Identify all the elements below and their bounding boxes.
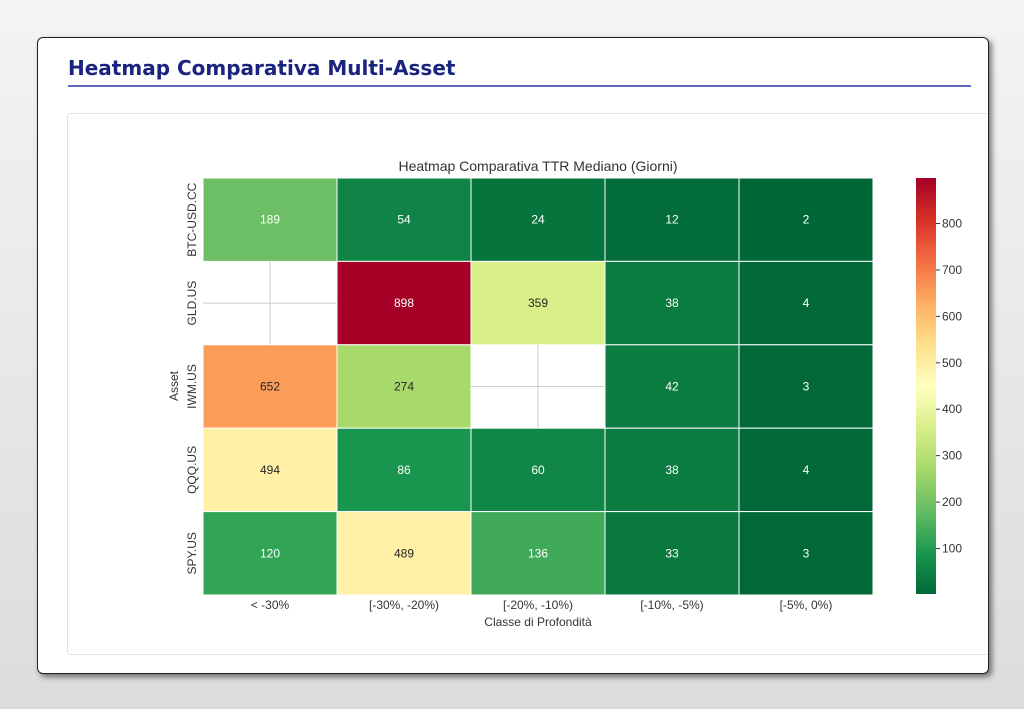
cell-label: 189 (260, 213, 280, 227)
colorbar-tick-label: 100 (942, 542, 962, 556)
y-tick-label: GLD.US (185, 281, 199, 326)
heatmap-cell (336, 344, 472, 429)
cell-label: 2 (803, 213, 810, 227)
heatmap-cell (738, 427, 874, 513)
x-tick-label: [-20%, -10%) (503, 598, 573, 612)
y-tick-label: IWM.US (185, 364, 199, 409)
y-tick-label: SPY.US (185, 532, 199, 574)
x-axis-label: Classe di Profondità (484, 615, 592, 629)
heatmap-cell (470, 177, 606, 262)
cell-label: 24 (531, 213, 545, 227)
colorbar (916, 178, 936, 594)
heatmap-cell (604, 177, 740, 262)
heatmap-cell (202, 511, 338, 596)
colorbar-tick-label: 400 (942, 402, 962, 416)
cell-label: 489 (394, 546, 414, 560)
chart-title: Heatmap Comparativa TTR Mediano (Giorni) (398, 158, 677, 174)
cell-label: 4 (803, 463, 810, 477)
y-tick-label: BTC-USD.CC (185, 182, 199, 256)
colorbar-tick-label: 500 (942, 356, 962, 370)
chart-panel (67, 113, 987, 655)
cell-label: 33 (665, 546, 679, 560)
cell-label: 4 (803, 296, 810, 310)
cell-label: 54 (397, 213, 411, 227)
cell-label: 38 (665, 296, 679, 310)
chart-layer (37, 37, 987, 672)
heatmap-cell (604, 260, 740, 346)
heatmap-cell (336, 511, 472, 596)
cell-label: 38 (665, 463, 679, 477)
cell-label: 359 (528, 296, 548, 310)
cell-label: 136 (528, 546, 548, 560)
heatmap-cell (604, 427, 740, 513)
colorbar-tick-label: 200 (942, 495, 962, 509)
y-axis-label: Asset (167, 370, 181, 401)
cell-label: 86 (397, 463, 411, 477)
heatmap-cell (738, 511, 874, 596)
cell-label: 898 (394, 296, 414, 310)
heatmap-cell (470, 511, 606, 596)
page-title: Heatmap Comparativa Multi-Asset (68, 56, 456, 80)
heatmap-cell (738, 260, 874, 346)
heatmap-cell (470, 260, 606, 346)
cell-label: 274 (394, 380, 414, 394)
x-tick-label: [-10%, -5%) (640, 598, 703, 612)
x-tick-label: < -30% (251, 598, 290, 612)
heatmap-cell (738, 344, 874, 429)
heatmap-cell (604, 344, 740, 429)
heatmap-cell (336, 177, 472, 262)
cell-label: 3 (803, 380, 810, 394)
x-tick-label: [-30%, -20%) (369, 598, 439, 612)
colorbar-tick-label: 300 (942, 449, 962, 463)
y-tick-label: QQQ.US (185, 446, 199, 494)
cell-label: 60 (531, 463, 545, 477)
cell-label: 3 (803, 546, 810, 560)
cell-label: 120 (260, 546, 280, 560)
colorbar-tick-label: 800 (942, 217, 962, 231)
cell-label: 494 (260, 463, 280, 477)
heatmap-cell (202, 427, 338, 513)
cell-label: 42 (665, 380, 679, 394)
cell-label: 652 (260, 380, 280, 394)
heatmap-cell (470, 427, 606, 513)
cell-label: 12 (665, 213, 679, 227)
colorbar-tick-label: 600 (942, 309, 962, 323)
title-divider (68, 85, 971, 87)
heatmap-cell (604, 511, 740, 596)
heatmap-cell (202, 177, 338, 262)
colorbar-tick-label: 700 (942, 263, 962, 277)
x-tick-label: [-5%, 0%) (780, 598, 833, 612)
